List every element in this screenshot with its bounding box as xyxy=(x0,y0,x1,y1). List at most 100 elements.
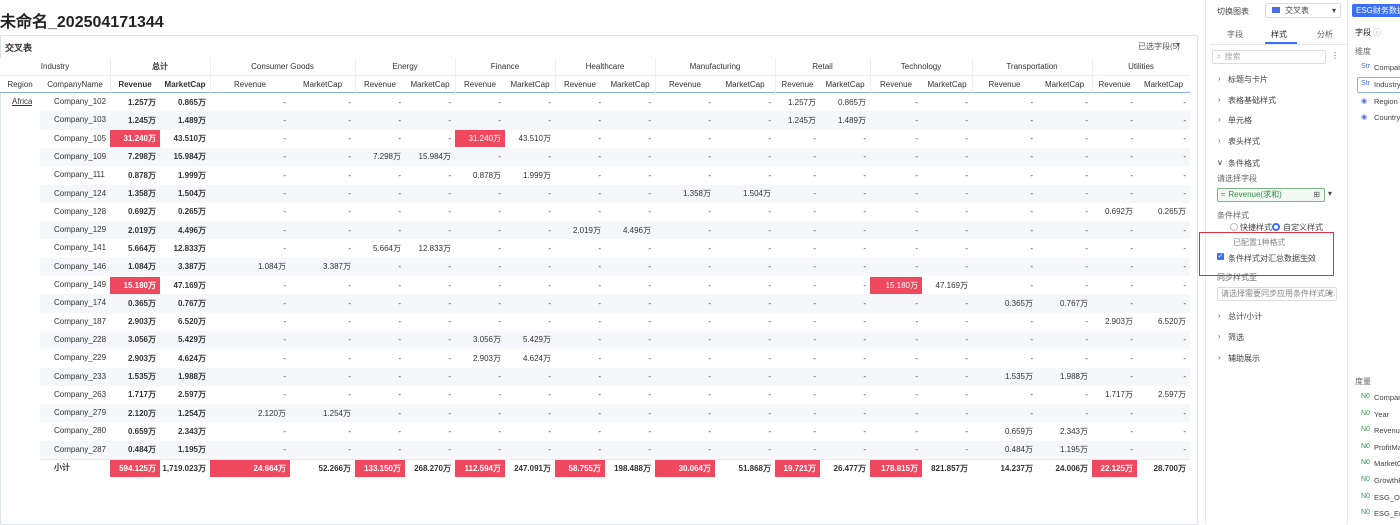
cell: 1.535万 xyxy=(1004,372,1033,381)
measure-icon: N0 xyxy=(1361,393,1370,400)
section[interactable]: 表格基础样式 xyxy=(1228,95,1276,105)
company-name: Company_105 xyxy=(54,133,107,143)
cell: 1.084万 xyxy=(127,262,156,272)
configured[interactable]: 已配置1种格式 xyxy=(1233,238,1286,247)
cell: 0.767万 xyxy=(1059,298,1088,308)
cell: - xyxy=(863,243,866,253)
measure-header: MarketCap xyxy=(825,80,865,89)
measure[interactable]: Revenue xyxy=(1374,426,1400,436)
section[interactable]: 表头样式 xyxy=(1228,137,1260,147)
cell: - xyxy=(648,445,651,455)
dimension[interactable]: Compan xyxy=(1374,63,1400,72)
region[interactable]: Africa xyxy=(12,97,33,106)
section[interactable]: 条件格式 xyxy=(1228,159,1260,168)
chart-type: 交叉表 xyxy=(1285,6,1309,15)
measure[interactable]: ProfitMa xyxy=(1374,442,1400,452)
cell: - xyxy=(813,152,816,162)
section[interactable]: 标题与卡片 xyxy=(1228,75,1268,84)
cell: - xyxy=(598,134,601,144)
search-box[interactable]: ⌕ 搜索 xyxy=(1212,50,1326,64)
cell: - xyxy=(598,189,601,198)
checkbox[interactable]: ✓ xyxy=(1217,253,1224,260)
measure[interactable]: Year xyxy=(1374,409,1390,419)
company-name: Company_233 xyxy=(54,371,107,381)
radio[interactable] xyxy=(1230,223,1238,231)
measure[interactable]: ESG_En xyxy=(1374,509,1400,519)
cell: - xyxy=(1030,134,1033,144)
measure-header: MarketCap xyxy=(302,80,343,89)
cell: - xyxy=(768,243,771,253)
cell: - xyxy=(1085,170,1088,180)
radio-label[interactable]: 自定义样式 xyxy=(1283,223,1323,232)
cell: - xyxy=(1130,189,1133,198)
section[interactable]: 单元格 xyxy=(1228,116,1252,126)
measure[interactable]: GrowthR xyxy=(1374,476,1400,485)
tab-active[interactable]: 样式 xyxy=(1271,30,1287,39)
cell: - xyxy=(708,262,711,272)
cell: - xyxy=(813,298,816,308)
measure[interactable]: MarketC xyxy=(1374,459,1400,469)
cell-highlighted: 30.064万 xyxy=(655,459,715,477)
dimensions-label: 维度 xyxy=(1355,47,1371,56)
chart-type-select[interactable]: 交叉表 ▾ xyxy=(1265,3,1341,18)
radio-label[interactable]: 快捷样式 xyxy=(1240,223,1272,232)
cell: - xyxy=(348,280,351,290)
cell: - xyxy=(1130,262,1133,272)
section[interactable]: 总计/小计 xyxy=(1228,312,1263,321)
cell: - xyxy=(448,134,451,144)
measure-header: MarketCap xyxy=(725,80,765,89)
cell: - xyxy=(598,372,601,381)
sync-label: 同步样式至 xyxy=(1217,273,1257,282)
cell-highlighted: 133.150万 xyxy=(355,459,405,477)
measure[interactable]: Compan xyxy=(1374,393,1400,402)
cell: - xyxy=(708,298,711,308)
card-title: 交叉表 xyxy=(5,43,33,53)
cell: - xyxy=(498,115,501,125)
dim-icon: Str xyxy=(1361,79,1370,87)
tab[interactable]: 分析 xyxy=(1317,30,1333,39)
caret: › xyxy=(1218,94,1221,104)
cell: - xyxy=(448,262,451,272)
measure[interactable]: ESG_Ov xyxy=(1374,492,1400,502)
cell: - xyxy=(548,262,551,272)
cell: - xyxy=(915,390,918,400)
measure-header: MarketCap xyxy=(410,80,450,89)
cell: - xyxy=(863,262,866,272)
section[interactable]: 辅助展示 xyxy=(1228,354,1260,363)
dimension[interactable]: Country xyxy=(1374,113,1400,123)
select-caret[interactable]: ▾ xyxy=(1328,189,1333,198)
cell: - xyxy=(863,408,866,418)
cell: - xyxy=(813,353,816,363)
selected-fields[interactable]: 已选字段(5) xyxy=(1138,42,1180,51)
radio-checked[interactable] xyxy=(1272,223,1280,231)
industry-header: Consumer Goods xyxy=(251,62,314,71)
cell: 821.857万 xyxy=(931,463,968,473)
measure-header: MarketCap xyxy=(510,80,550,89)
checkbox-label[interactable]: 条件样式对汇总数据生效 xyxy=(1228,254,1316,263)
cell: - xyxy=(813,170,816,180)
cell: 2.903万 xyxy=(127,317,156,327)
company-name: Company_102 xyxy=(54,97,107,106)
cell: - xyxy=(398,170,401,180)
cell-highlighted: 24.664万 xyxy=(210,459,290,477)
cell: - xyxy=(708,445,711,455)
field-select[interactable]: ≈ Revenue(求和) ⊞ xyxy=(1217,188,1325,202)
cell: - xyxy=(1130,243,1133,253)
company-name: Company_129 xyxy=(54,225,107,235)
dimension[interactable]: Region xyxy=(1374,96,1398,106)
cell: - xyxy=(348,170,351,180)
sync-select[interactable]: 请选择需要同步应用条件样式的... ▾ xyxy=(1217,287,1337,301)
cell: 1.245万 xyxy=(787,115,816,125)
cell: - xyxy=(283,225,286,235)
dropdown-caret[interactable]: ▾ xyxy=(1176,40,1181,49)
tab[interactable]: 字段 xyxy=(1227,30,1243,39)
cell: - xyxy=(1085,353,1088,363)
dimension[interactable]: Industry xyxy=(1374,79,1400,89)
cell: 15.984万 xyxy=(173,152,206,162)
more-icon[interactable]: ⋮ xyxy=(1331,51,1339,60)
cell: - xyxy=(863,390,866,400)
cell: - xyxy=(398,207,401,217)
section[interactable]: 筛选 xyxy=(1228,333,1244,342)
dataset-button[interactable]: ESG财务数据 xyxy=(1352,4,1400,17)
info-icon: ⓘ xyxy=(1304,254,1312,263)
